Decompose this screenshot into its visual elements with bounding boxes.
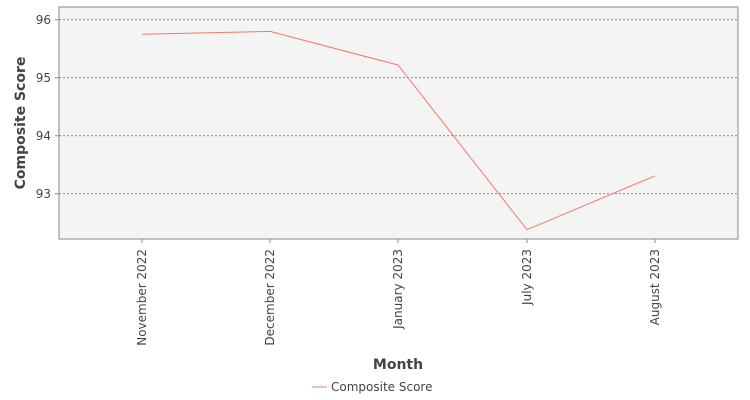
series-layer bbox=[141, 30, 656, 231]
y-tick-label-94: 94 bbox=[36, 129, 51, 143]
x-axis-title: Month bbox=[373, 357, 423, 373]
y-axis-title: Composite Score bbox=[13, 57, 29, 190]
y-tick-label-93: 93 bbox=[36, 187, 51, 201]
plot-area bbox=[58, 6, 739, 240]
y-tick-label-96: 96 bbox=[36, 13, 51, 27]
x-tick-label-1: December 2022 bbox=[263, 249, 277, 346]
x-tick-label-4: August 2023 bbox=[648, 249, 662, 325]
series-line-0 bbox=[141, 30, 656, 231]
x-tick-label-3: July 2023 bbox=[520, 249, 534, 306]
y-axis: 93 94 95 96 bbox=[36, 13, 59, 201]
legend: Composite Score bbox=[312, 380, 432, 394]
x-tick-label-2: January 2023 bbox=[391, 249, 405, 330]
y-tick-label-95: 95 bbox=[36, 71, 51, 85]
legend-label: Composite Score bbox=[331, 380, 432, 394]
x-axis: November 2022 December 2022 January 2023 Ju… bbox=[135, 239, 662, 346]
x-tick-label-0: November 2022 bbox=[135, 249, 149, 346]
gridlines bbox=[59, 19, 738, 195]
